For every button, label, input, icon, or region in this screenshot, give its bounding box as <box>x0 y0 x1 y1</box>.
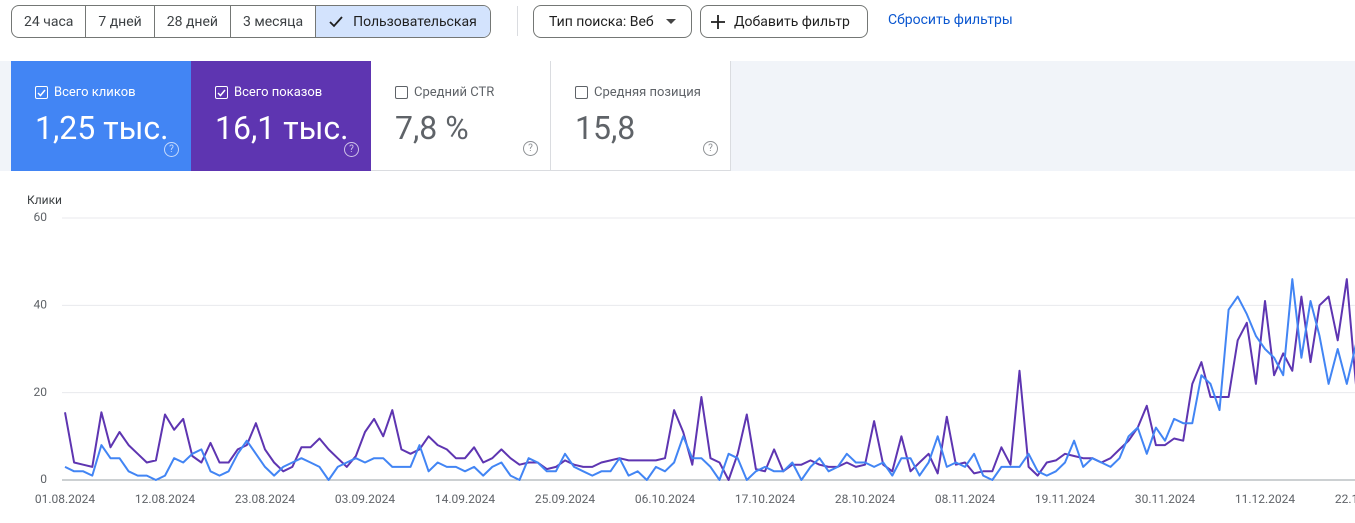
x-tick-label: 14.09.2024 <box>435 492 496 506</box>
x-tick-label: 22.12.2024 <box>1335 492 1355 506</box>
x-tick-label: 25.09.2024 <box>535 492 596 506</box>
metric-card[interactable]: Всего показов 16,1 тыс.? <box>191 61 371 171</box>
x-tick-label: 17.10.2024 <box>735 492 796 506</box>
check-icon <box>329 15 343 27</box>
x-tick-label: 19.11.2024 <box>1035 492 1096 506</box>
dropdown-icon <box>665 18 676 24</box>
add-filter-button[interactable]: Добавить фильтр <box>700 5 868 38</box>
help-icon[interactable]: ? <box>703 141 718 156</box>
metric-label-row: Всего кликов <box>35 85 136 100</box>
x-tick-label: 03.09.2024 <box>335 492 396 506</box>
reset-filters-link[interactable]: Сбросить фильтры <box>888 12 1013 28</box>
help-icon[interactable]: ? <box>164 142 179 157</box>
x-tick-label: 11.12.2024 <box>1235 492 1296 506</box>
period-option[interactable]: 28 дней <box>155 6 232 37</box>
metric-card[interactable]: Средняя позиция 15,8? <box>551 61 731 171</box>
period-label: Пользовательская <box>353 13 477 30</box>
metric-label-row: Средняя позиция <box>575 85 701 100</box>
checkbox[interactable] <box>35 86 48 99</box>
checkbox[interactable] <box>215 86 228 99</box>
x-tick-label: 08.11.2024 <box>935 492 996 506</box>
period-option[interactable]: 24 часа <box>12 6 87 37</box>
checkbox[interactable] <box>575 86 588 99</box>
x-tick-label: 28.10.2024 <box>835 492 896 506</box>
metric-label-row: Средний CTR <box>395 85 494 100</box>
x-tick-label: 01.08.2024 <box>35 492 96 506</box>
y-tick-label: 60 <box>34 210 48 224</box>
period-selector: 24 часа 7 дней 28 дней 3 месяца Пользова… <box>11 5 491 38</box>
metric-value: 16,1 тыс. <box>215 109 349 147</box>
chart-panel <box>11 171 1355 523</box>
metric-card[interactable]: Всего кликов 1,25 тыс.? <box>11 61 191 171</box>
check-icon <box>37 89 46 97</box>
checkbox[interactable] <box>395 86 408 99</box>
metric-label: Средняя позиция <box>594 85 701 100</box>
help-icon[interactable]: ? <box>344 142 359 157</box>
series-line <box>64 278 1355 481</box>
help-icon[interactable]: ? <box>523 141 538 156</box>
x-tick-label: 06.10.2024 <box>635 492 696 506</box>
period-option[interactable]: 7 дней <box>86 6 155 37</box>
y-axis-label: Клики <box>27 193 62 207</box>
search-type-button[interactable]: Тип поиска: Веб <box>533 5 692 38</box>
metric-value: 7,8 % <box>395 109 469 147</box>
y-tick-label: 0 <box>40 472 47 486</box>
metric-value: 1,25 тыс. <box>35 109 169 147</box>
y-tick-label: 20 <box>34 385 48 399</box>
divider <box>517 6 518 36</box>
check-icon <box>217 89 226 97</box>
period-option[interactable]: 3 месяца <box>231 6 317 37</box>
metric-label: Всего кликов <box>54 85 136 100</box>
plus-icon <box>711 14 725 29</box>
metric-card[interactable]: Средний CTR 7,8 %? <box>371 61 551 171</box>
metric-label-row: Всего показов <box>215 85 322 100</box>
metric-value: 15,8 <box>575 109 636 147</box>
x-tick-label: 12.08.2024 <box>135 492 196 506</box>
search-type-label: Тип поиска: Веб <box>549 13 654 30</box>
metric-label: Средний CTR <box>414 85 495 100</box>
add-filter-label: Добавить фильтр <box>734 13 850 30</box>
y-tick-label: 40 <box>34 298 48 312</box>
metric-label: Всего показов <box>234 85 323 100</box>
period-option-selected[interactable]: Пользовательская <box>316 6 490 37</box>
series-line <box>64 278 1355 481</box>
x-tick-label: 30.11.2024 <box>1135 492 1196 506</box>
x-tick-label: 23.08.2024 <box>235 492 296 506</box>
